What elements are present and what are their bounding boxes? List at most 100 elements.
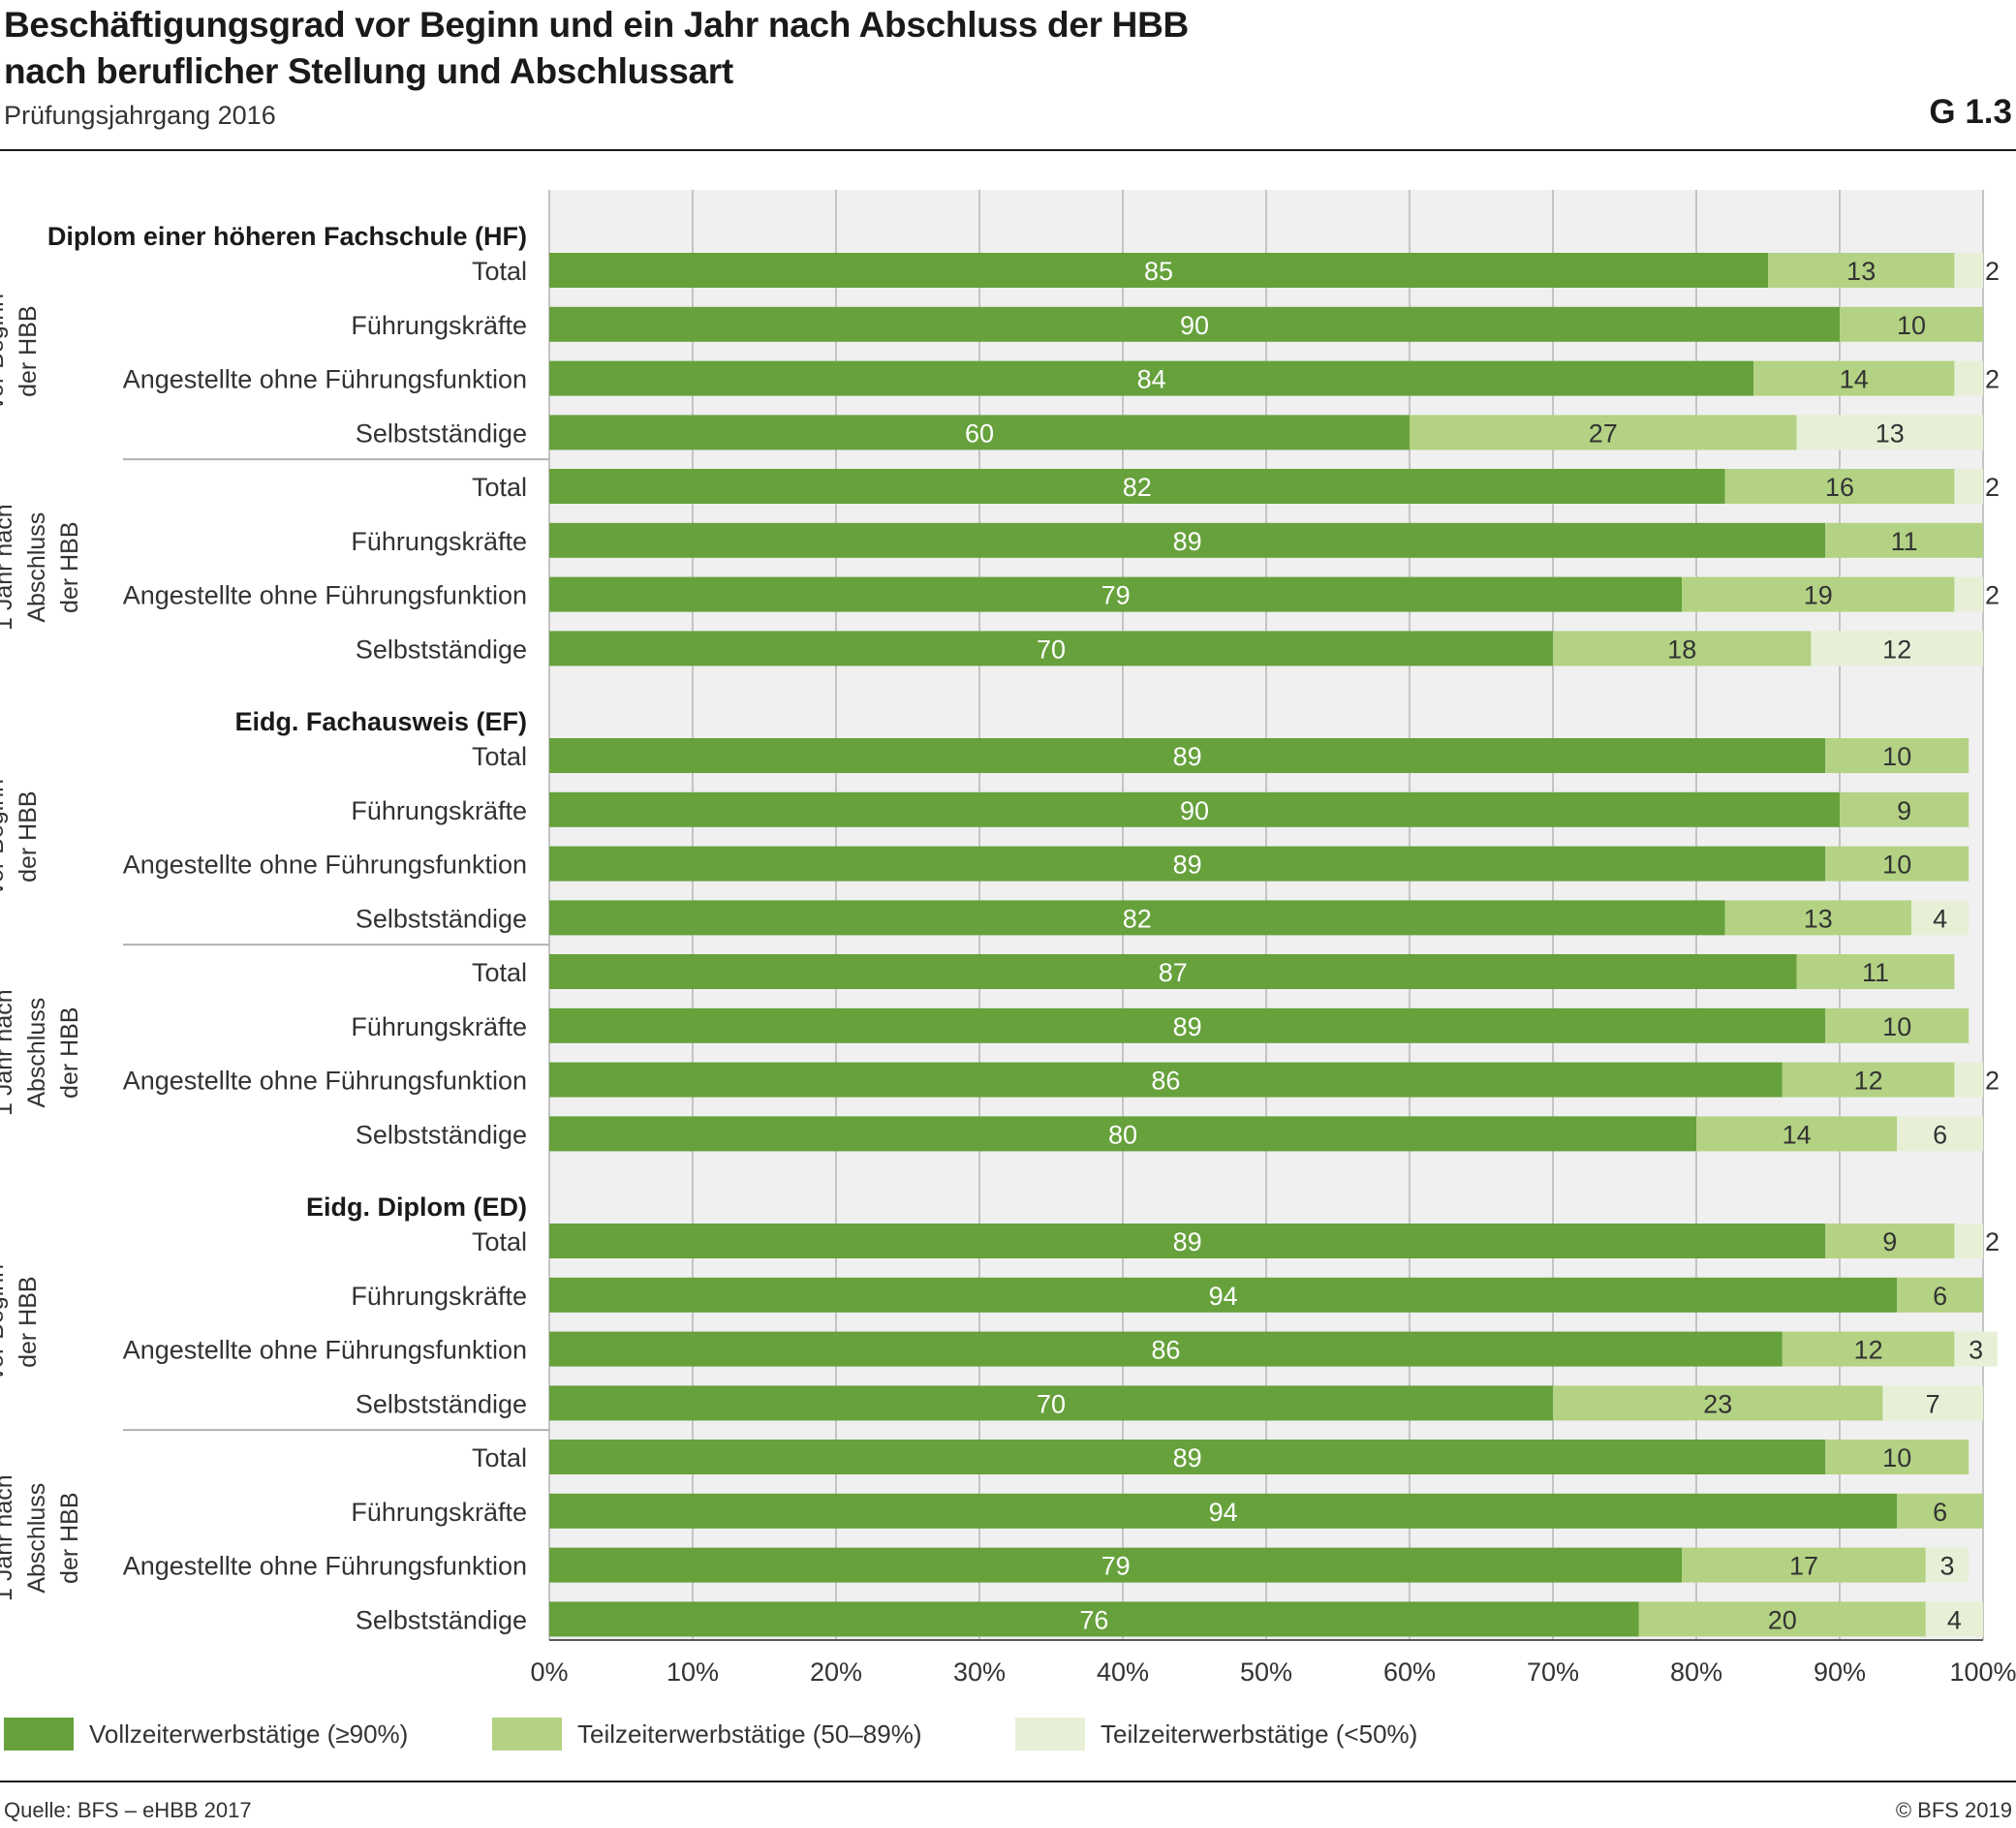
data-label: 85 xyxy=(1144,257,1173,286)
data-label: 4 xyxy=(1933,904,1947,933)
x-tick-label: 20% xyxy=(810,1658,862,1687)
legend-swatch-full xyxy=(4,1718,74,1751)
bar-segment-part-high xyxy=(1825,1224,1955,1258)
bar-segment-full xyxy=(549,415,1410,450)
bar-segment-part-high xyxy=(1825,846,1969,882)
bar-segment-part-high xyxy=(1553,631,1812,666)
data-label: 13 xyxy=(1804,904,1833,933)
period-label: 1 Jahr nach xyxy=(0,1474,17,1601)
bar-segment-part-low xyxy=(1954,1331,1998,1367)
row-label: Angestellte ohne Führungsfunktion xyxy=(123,365,527,394)
row-label: Führungskräfte xyxy=(351,527,527,556)
data-label: 79 xyxy=(1101,1552,1131,1581)
bar-segment-full xyxy=(549,738,1826,773)
bar-segment-part-low xyxy=(1911,900,1969,936)
bar-segment-part-low xyxy=(1897,1116,1983,1152)
period-label: Abschluss xyxy=(23,1483,50,1594)
legend-label-part-low: Teilzeiterwerbstätige (<50%) xyxy=(1101,1719,1418,1749)
data-label: 14 xyxy=(1840,365,1869,394)
bar-segment-full xyxy=(549,1277,1898,1313)
legend-item-part-low: Teilzeiterwerbstätige (<50%) xyxy=(1015,1717,1417,1751)
x-tick-label: 70% xyxy=(1527,1658,1579,1687)
data-label: 2 xyxy=(1985,365,2000,394)
chart-subtitle: Prüfungsjahrgang 2016 xyxy=(4,101,276,130)
row-label: Angestellte ohne Führungsfunktion xyxy=(123,1336,527,1365)
data-label: 89 xyxy=(1173,742,1202,771)
chart-title-line-1: Beschäftigungsgrad vor Beginn und ein Ja… xyxy=(4,5,1189,45)
period-label: der HBB xyxy=(56,1492,83,1583)
data-label: 20 xyxy=(1768,1605,1797,1634)
bar-segment-full xyxy=(549,1331,1783,1367)
data-label: 2 xyxy=(1985,581,2000,610)
row-label: Total xyxy=(472,958,527,987)
period-label: vor Beginn xyxy=(0,294,9,410)
data-label: 89 xyxy=(1173,1227,1202,1256)
period-label: der HBB xyxy=(56,1007,83,1098)
group-title: Diplom einer höheren Fachschule (HF) xyxy=(47,222,527,251)
data-label: 27 xyxy=(1589,418,1618,448)
data-label: 79 xyxy=(1101,581,1131,610)
bar-segment-part-high xyxy=(1724,469,1955,504)
data-label: 2 xyxy=(1985,473,2000,502)
data-label: 80 xyxy=(1108,1120,1137,1149)
period-label: 1 Jahr nach xyxy=(0,504,17,631)
data-label: 10 xyxy=(1882,1012,1911,1041)
stacked-bar-chart: 0% 10% 20% 30% 40% 50% 60% 70% 80% 90% 100% Diplom … xyxy=(0,190,2016,1687)
x-tick-label: 50% xyxy=(1240,1658,1292,1687)
bar-segment-part-low xyxy=(1954,1224,1983,1258)
data-label: 94 xyxy=(1209,1498,1238,1527)
period-label: vor Beginn xyxy=(0,779,9,895)
data-label: 89 xyxy=(1173,527,1202,556)
data-label: 76 xyxy=(1079,1605,1108,1634)
bar-segment-full xyxy=(549,954,1797,989)
row-label: Angestellte ohne Führungsfunktion xyxy=(123,1067,527,1096)
data-label: 4 xyxy=(1947,1605,1962,1634)
x-tick-label: 10% xyxy=(667,1658,719,1687)
bar-segment-part-high xyxy=(1825,1007,1969,1043)
x-tick-label: 30% xyxy=(953,1658,1006,1687)
bar-segment-full xyxy=(549,1547,1683,1583)
period-label: Abschluss xyxy=(23,998,50,1108)
data-label: 11 xyxy=(1862,958,1889,987)
bar-segment-part-high xyxy=(1782,1331,1955,1367)
x-tick-label: 0% xyxy=(530,1658,568,1687)
bar-segment-part-low xyxy=(1925,1601,1983,1637)
period-label: der HBB xyxy=(15,790,42,882)
data-label: 86 xyxy=(1151,1336,1180,1365)
data-label: 89 xyxy=(1173,1443,1202,1472)
bar-segment-full xyxy=(549,631,1553,666)
bar-segment-full xyxy=(549,1601,1639,1637)
bar-segment-part-low xyxy=(1954,360,1983,396)
data-label: 94 xyxy=(1209,1282,1238,1311)
row-label: Führungskräfte xyxy=(351,1282,527,1311)
bar-segment-full xyxy=(549,900,1725,936)
legend-item-part-high: Teilzeiterwerbstätige (50–89%) xyxy=(492,1717,922,1751)
bar-segment-part-high xyxy=(1825,1440,1969,1474)
group-title: Eidg. Diplom (ED) xyxy=(306,1193,527,1222)
data-label: 12 xyxy=(1882,635,1911,664)
row-label: Total xyxy=(472,257,527,286)
data-label: 6 xyxy=(1933,1120,1947,1149)
data-label: 13 xyxy=(1846,257,1876,286)
data-label: 10 xyxy=(1882,851,1911,880)
bar-segment-part-high xyxy=(1897,1277,1983,1313)
bar-segment-part-high xyxy=(1840,791,1969,827)
footer-rule xyxy=(0,1781,2016,1782)
bar-segment-part-high xyxy=(1682,1547,1926,1583)
data-label: 10 xyxy=(1882,742,1911,771)
data-label: 82 xyxy=(1123,904,1152,933)
row-label: Angestellte ohne Führungsfunktion xyxy=(123,851,527,880)
data-label: 2 xyxy=(1985,1227,2000,1256)
data-label: 10 xyxy=(1882,1443,1911,1472)
period-label: der HBB xyxy=(15,1276,42,1367)
legend-swatch-part-high xyxy=(492,1718,562,1751)
bar-segment-part-high xyxy=(1782,1062,1955,1098)
bar-segment-part-high xyxy=(1696,1116,1898,1152)
bar-segment-full xyxy=(549,253,1768,288)
data-label: 6 xyxy=(1933,1282,1947,1311)
data-label: 3 xyxy=(1969,1336,1983,1365)
bar-segment-part-high xyxy=(1753,360,1955,396)
data-label: 2 xyxy=(1985,1067,2000,1096)
row-label: Führungskräfte xyxy=(351,1012,527,1041)
bar-segment-full xyxy=(549,576,1683,612)
